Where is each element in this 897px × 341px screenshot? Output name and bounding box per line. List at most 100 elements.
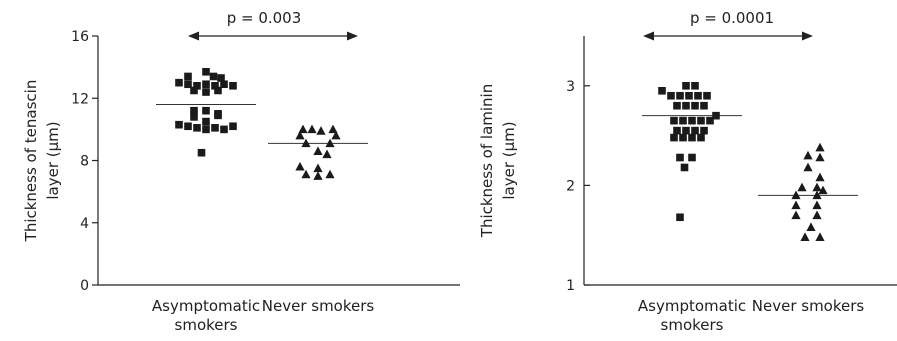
data-point-square bbox=[673, 101, 681, 110]
data-point-triangle bbox=[818, 185, 828, 195]
data-point-square bbox=[679, 116, 687, 125]
data-point-triangle bbox=[806, 222, 816, 232]
data-point-square bbox=[667, 91, 675, 100]
data-point-square bbox=[703, 91, 711, 100]
data-point-triangle bbox=[812, 210, 822, 220]
y-tick-label: 12 bbox=[71, 91, 89, 107]
data-point-triangle bbox=[815, 152, 825, 162]
x-category-label-line: Asymptomatic bbox=[638, 297, 746, 315]
x-category-label: Never smokers bbox=[752, 297, 865, 315]
data-point-square bbox=[193, 124, 201, 132]
data-point-square bbox=[688, 153, 696, 162]
data-point-square bbox=[673, 126, 681, 135]
data-point-square bbox=[214, 86, 222, 95]
y-axis-label: Thickness of tenascin layer (µm) bbox=[22, 80, 62, 243]
y-axis-label-line: Thickness of laminin bbox=[478, 84, 496, 238]
data-point-square bbox=[190, 106, 198, 115]
data-point-square bbox=[682, 101, 690, 110]
data-point-triangle bbox=[295, 130, 305, 140]
y-axis-label-line: layer (µm) bbox=[500, 121, 518, 199]
data-point-square bbox=[688, 116, 696, 125]
p-value-label: p = 0.003 bbox=[227, 9, 302, 27]
data-point-square bbox=[682, 82, 690, 90]
y-axis-label-line: Thickness of tenascin bbox=[22, 80, 40, 243]
data-point-square bbox=[193, 82, 201, 90]
x-category-label-line: Never smokers bbox=[262, 297, 375, 315]
data-point-triangle bbox=[331, 130, 341, 140]
y-tick-label: 16 bbox=[71, 29, 89, 45]
arrowhead-left bbox=[643, 31, 654, 41]
data-point-square bbox=[211, 124, 219, 132]
data-point-square bbox=[217, 74, 225, 82]
data-point-triangle bbox=[301, 138, 311, 148]
data-point-square bbox=[184, 80, 192, 89]
data-point-triangle bbox=[313, 171, 323, 180]
x-category-label-line: smokers bbox=[175, 316, 238, 334]
data-point-square bbox=[220, 80, 228, 89]
x-category-label-line: Asymptomatic bbox=[152, 297, 260, 315]
data-point-triangle bbox=[815, 172, 825, 182]
p-value-label: p = 0.0001 bbox=[690, 9, 774, 27]
arrowhead-right bbox=[802, 31, 813, 41]
data-point-square bbox=[676, 91, 684, 100]
data-point-triangle bbox=[316, 126, 326, 135]
data-point-square bbox=[190, 113, 198, 121]
x-category-label-line: Never smokers bbox=[752, 297, 865, 315]
arrowhead-right bbox=[347, 31, 358, 41]
data-point-square bbox=[175, 78, 183, 87]
data-point-square bbox=[700, 101, 708, 110]
data-point-square bbox=[694, 91, 702, 100]
data-point-square bbox=[670, 116, 678, 125]
data-point-square bbox=[688, 133, 696, 142]
data-point-triangle bbox=[800, 232, 810, 241]
data-point-triangle bbox=[791, 210, 801, 220]
data-point-triangle bbox=[803, 150, 813, 160]
y-tick-label: 2 bbox=[566, 178, 575, 194]
arrowhead-left bbox=[188, 31, 199, 41]
y-tick-label: 4 bbox=[80, 216, 89, 232]
data-point-square bbox=[202, 88, 210, 96]
data-point-square bbox=[202, 125, 210, 134]
y-tick-label: 0 bbox=[80, 278, 89, 294]
x-category-label: Asymptomatic smokers bbox=[152, 297, 260, 334]
data-point-square bbox=[691, 101, 699, 110]
data-point-square bbox=[220, 125, 228, 134]
data-point-square bbox=[202, 106, 210, 115]
data-point-square bbox=[202, 80, 210, 89]
data-point-square bbox=[679, 133, 687, 142]
data-point-triangle bbox=[803, 162, 813, 172]
data-point-triangle bbox=[307, 124, 317, 134]
data-point-square bbox=[700, 126, 708, 135]
data-point-triangle bbox=[313, 163, 323, 173]
data-point-triangle bbox=[797, 182, 807, 192]
data-point-square bbox=[229, 82, 237, 90]
data-point-square bbox=[676, 213, 684, 222]
data-point-triangle bbox=[812, 200, 822, 210]
data-point-triangle bbox=[301, 169, 311, 179]
data-point-square bbox=[184, 72, 192, 81]
data-point-square bbox=[670, 133, 678, 142]
x-category-label: Asymptomatic smokers bbox=[638, 297, 746, 334]
data-point-square bbox=[175, 120, 183, 129]
data-point-square bbox=[691, 126, 699, 135]
data-point-square bbox=[712, 111, 720, 120]
data-point-triangle bbox=[322, 149, 332, 159]
data-point-square bbox=[697, 116, 705, 125]
y-tick-label: 3 bbox=[566, 79, 575, 95]
y-axis-label: Thickness of laminin layer (µm) bbox=[478, 84, 518, 238]
data-point-square bbox=[214, 111, 222, 120]
laminin-chart: 1 2 3 Thickness of laminin layer (µm) Asympto… bbox=[478, 9, 897, 334]
tenascin-chart: 0 4 8 12 16 Thickness of tenascin layer (µm) As… bbox=[22, 9, 460, 334]
y-axis-label-line: layer (µm) bbox=[44, 121, 62, 199]
data-point-triangle bbox=[325, 169, 335, 179]
data-point-square bbox=[658, 86, 666, 95]
data-point-square bbox=[680, 163, 689, 172]
data-point-square bbox=[209, 72, 218, 81]
data-point-square bbox=[685, 91, 693, 100]
x-category-label: Never smokers bbox=[262, 297, 375, 315]
y-tick-label: 1 bbox=[566, 278, 575, 294]
data-point-square bbox=[691, 82, 699, 90]
data-point-square bbox=[190, 86, 198, 95]
data-point-triangle bbox=[313, 146, 323, 155]
